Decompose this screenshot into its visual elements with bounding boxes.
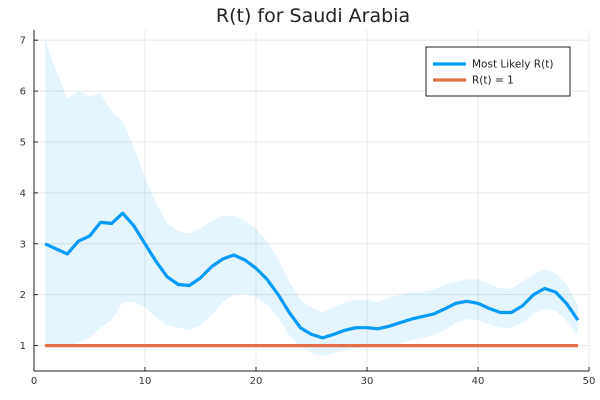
- y-tick-label: 4: [20, 188, 26, 199]
- y-tick-label: 6: [20, 87, 26, 98]
- series-line-most-likely: [44, 211, 580, 340]
- y-tick-label: 3: [20, 239, 26, 250]
- x-tick-label: 30: [361, 376, 374, 387]
- legend-box: [425, 46, 571, 97]
- y-tick-label: 1: [20, 341, 26, 352]
- confidence-band: [45, 40, 578, 356]
- grid: [33, 30, 590, 371]
- x-tick-label: 20: [250, 376, 263, 387]
- legend: Most Likely R(t) R(t) = 1: [425, 46, 571, 97]
- y-tick-label: 7: [20, 36, 26, 47]
- x-tick-label: 50: [583, 376, 596, 387]
- chart-title: R(t) for Saudi Arabia: [216, 5, 410, 27]
- x-tick-label: 10: [139, 376, 152, 387]
- y-tick-label: 5: [20, 137, 26, 148]
- legend-label: R(t) = 1: [472, 75, 514, 87]
- y-tick-label: 2: [20, 290, 26, 301]
- axes: 0 10 20 30 40 50 1 2 3 4 5 6 7: [20, 30, 596, 387]
- series-layer: [44, 211, 580, 348]
- legend-label: Most Likely R(t): [472, 59, 553, 71]
- x-tick-label: 40: [472, 376, 485, 387]
- x-tick-label: 0: [31, 376, 37, 387]
